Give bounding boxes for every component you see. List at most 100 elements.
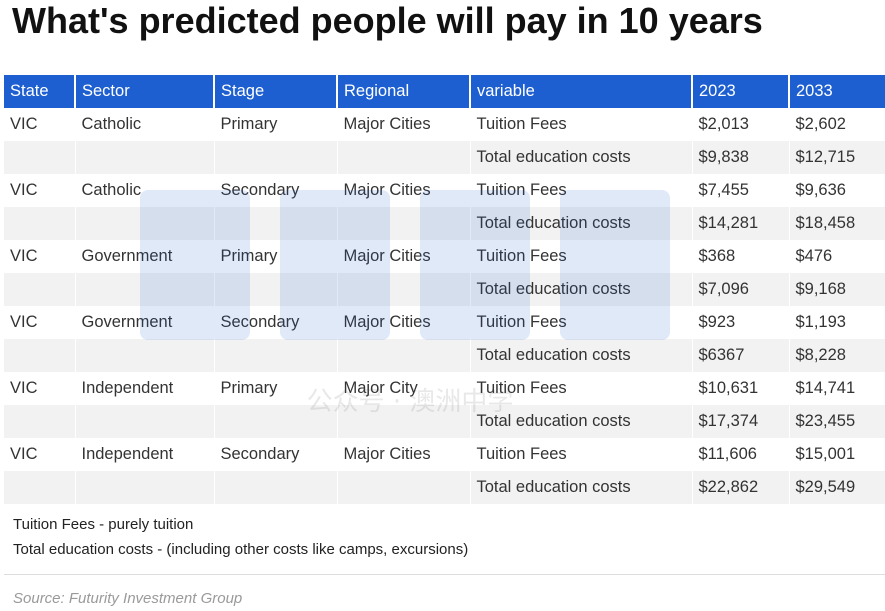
cell-variable: Total education costs [469,471,692,504]
cell-value-2033: $15,001 [788,438,885,471]
cell-state [4,471,75,504]
cell-value-2023: $10,631 [691,372,789,405]
header-2023: 2023 [691,75,789,108]
table-header-row: State Sector Stage Regional variable 202… [4,75,885,108]
cell-variable: Tuition Fees [469,306,692,339]
table-row: VIC Catholic Secondary Major Cities Tuition … [4,174,885,207]
cell-variable: Tuition Fees [469,240,692,273]
cell-variable: Total education costs [469,141,692,174]
cell-value-2033: $9,168 [788,273,885,306]
cell-value-2023: $368 [691,240,789,273]
cell-state [4,339,75,372]
cell-variable: Total education costs [469,207,692,240]
cell-regional [336,273,470,306]
cell-value-2033: $8,228 [788,339,885,372]
cell-regional: Major Cities [336,240,470,273]
cell-state: VIC [4,438,75,471]
table-row: Total education costs $17,374 $23,455 [4,405,885,438]
cell-sector: Independent [74,438,214,471]
table-body: VIC Catholic Primary Major Cities Tuition Fe… [4,108,885,504]
cell-stage: Secondary [213,438,337,471]
cell-value-2023: $923 [691,306,789,339]
cell-regional: Major City [336,372,470,405]
cell-regional [336,207,470,240]
cell-sector: Independent [74,372,214,405]
cell-stage: Primary [213,372,337,405]
cell-stage [213,339,337,372]
cell-variable: Total education costs [469,405,692,438]
cell-value-2033: $12,715 [788,141,885,174]
cell-state: VIC [4,240,75,273]
cell-regional [336,339,470,372]
cell-variable: Total education costs [469,339,692,372]
cell-state [4,273,75,306]
header-variable: variable [469,75,692,108]
table-row: VIC Independent Secondary Major Cities Tuiti… [4,438,885,471]
cell-value-2033: $9,636 [788,174,885,207]
cell-sector: Catholic [74,174,214,207]
cell-sector: Government [74,240,214,273]
cell-stage [213,273,337,306]
table-row: VIC Government Secondary Major Cities Tuitio… [4,306,885,339]
cell-variable: Total education costs [469,273,692,306]
cell-variable: Tuition Fees [469,438,692,471]
cell-value-2023: $7,096 [691,273,789,306]
cell-regional: Major Cities [336,174,470,207]
header-regional: Regional [336,75,470,108]
cell-sector [74,273,214,306]
cell-value-2023: $9,838 [691,141,789,174]
cell-value-2033: $29,549 [788,471,885,504]
cell-state [4,141,75,174]
cell-stage: Primary [213,240,337,273]
cell-value-2023: $2,013 [691,108,789,141]
table-row: Total education costs $14,281 $18,458 [4,207,885,240]
cell-stage: Primary [213,108,337,141]
cell-sector [74,405,214,438]
cell-sector [74,207,214,240]
note-total-costs: Total education costs - (including other… [13,541,469,558]
cell-state: VIC [4,372,75,405]
cell-value-2033: $18,458 [788,207,885,240]
note-tuition: Tuition Fees - purely tuition [13,516,194,533]
cell-stage [213,471,337,504]
cell-regional [336,405,470,438]
table-row: Total education costs $9,838 $12,715 [4,141,885,174]
header-sector: Sector [74,75,214,108]
cell-state: VIC [4,174,75,207]
cell-stage [213,207,337,240]
cell-variable: Tuition Fees [469,174,692,207]
cell-value-2023: $11,606 [691,438,789,471]
cell-regional: Major Cities [336,108,470,141]
cell-stage [213,141,337,174]
divider [4,574,885,575]
cell-regional [336,141,470,174]
cell-sector [74,471,214,504]
cell-value-2023: $17,374 [691,405,789,438]
cell-value-2023: $7,455 [691,174,789,207]
cell-state: VIC [4,108,75,141]
page-title: What's predicted people will pay in 10 y… [12,0,763,41]
cell-variable: Tuition Fees [469,108,692,141]
cell-state [4,405,75,438]
cell-value-2033: $23,455 [788,405,885,438]
cell-value-2033: $476 [788,240,885,273]
notes: Tuition Fees - purely tuition Total educ… [13,512,468,562]
cell-stage: Secondary [213,306,337,339]
table-row: VIC Catholic Primary Major Cities Tuition Fe… [4,108,885,141]
cell-value-2033: $14,741 [788,372,885,405]
cell-stage: Secondary [213,174,337,207]
cell-regional: Major Cities [336,306,470,339]
cell-value-2023: $14,281 [691,207,789,240]
header-stage: Stage [213,75,337,108]
cell-state: VIC [4,306,75,339]
cell-value-2023: $6367 [691,339,789,372]
cell-regional: Major Cities [336,438,470,471]
source-credit: Source: Futurity Investment Group [13,590,243,607]
table-row: VIC Government Primary Major Cities Tuition … [4,240,885,273]
cell-regional [336,471,470,504]
cell-value-2033: $1,193 [788,306,885,339]
cell-sector [74,339,214,372]
table-row: Total education costs $6367 $8,228 [4,339,885,372]
header-state: State [4,75,75,108]
table-row: Total education costs $22,862 $29,549 [4,471,885,504]
